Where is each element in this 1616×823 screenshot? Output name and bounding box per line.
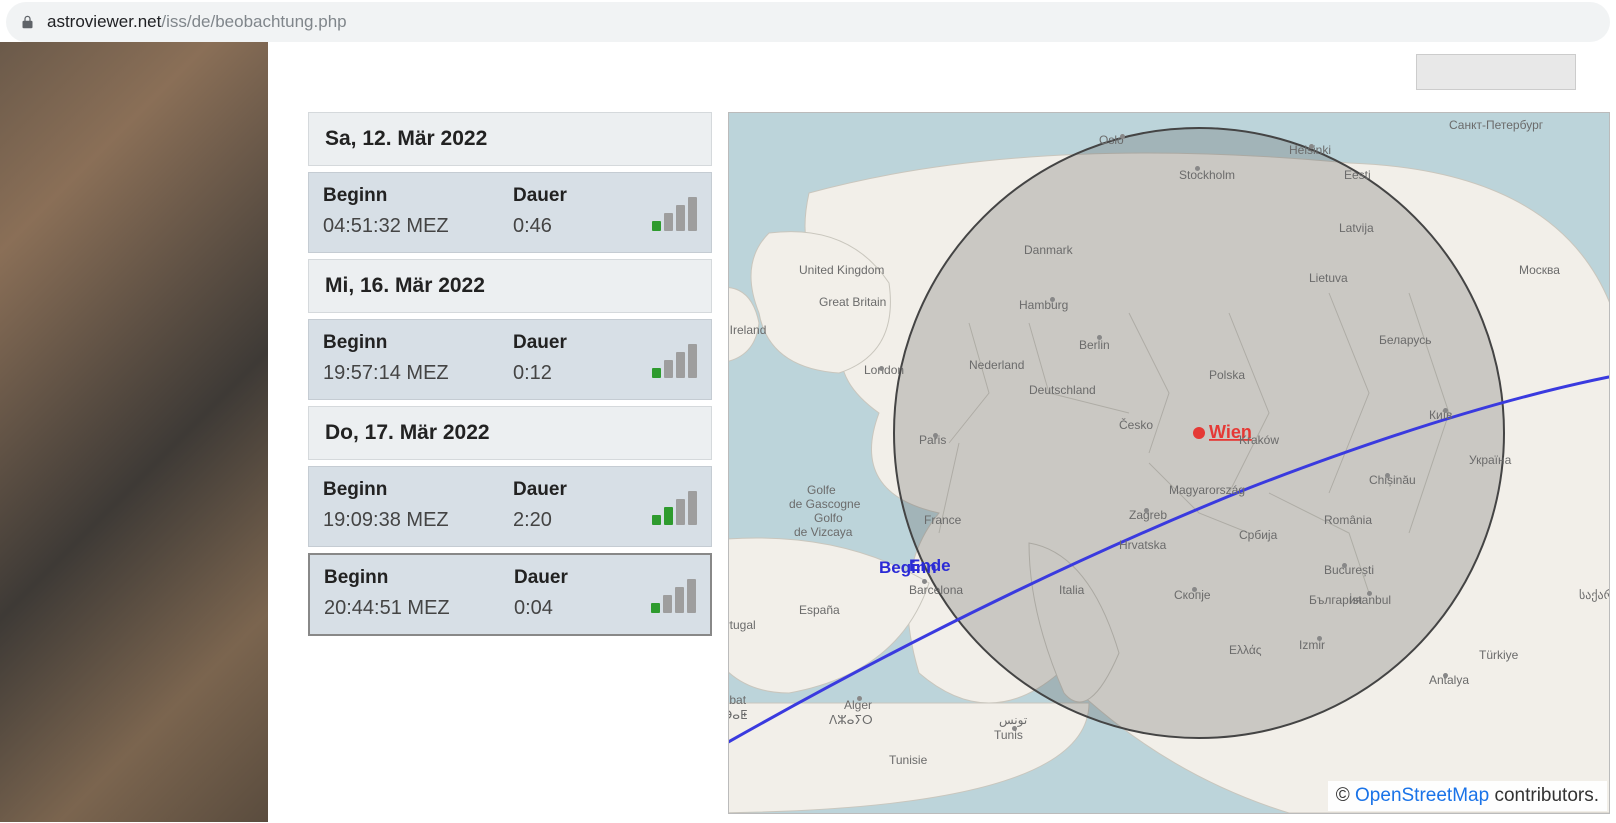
- signal-strength-icon: [651, 579, 696, 613]
- pass-row[interactable]: Beginn 04:51:32 MEZDauer 0:46: [308, 172, 712, 253]
- begin-label: Beginn: [323, 185, 513, 207]
- credit-prefix: ©: [1336, 785, 1355, 806]
- dauer-label: Dauer: [513, 479, 623, 501]
- dauer-value: 0:46: [513, 215, 623, 238]
- signal-strength-icon: [652, 344, 697, 378]
- top-right-button[interactable]: [1416, 54, 1576, 90]
- dauer-label: Dauer: [513, 332, 623, 354]
- begin-label: Beginn: [323, 479, 513, 501]
- begin-label: Beginn: [323, 332, 513, 354]
- date-header: Sa, 12. Mär 2022: [308, 112, 712, 166]
- begin-label: Beginn: [324, 567, 514, 589]
- address-bar[interactable]: astroviewer.net/iss/de/beobachtung.php: [6, 2, 1610, 42]
- date-header: Mi, 16. Mär 2022: [308, 259, 712, 313]
- osm-link[interactable]: OpenStreetMap: [1355, 785, 1489, 806]
- begin-value: 19:57:14 MEZ: [323, 362, 513, 385]
- dauer-value: 2:20: [513, 509, 623, 532]
- date-header: Do, 17. Mär 2022: [308, 406, 712, 460]
- pass-row[interactable]: Beginn 19:09:38 MEZDauer 2:20: [308, 466, 712, 547]
- dauer-label: Dauer: [514, 567, 624, 589]
- signal-strength-icon: [652, 491, 697, 525]
- url-host: astroviewer.net: [47, 12, 161, 32]
- begin-value: 04:51:32 MEZ: [323, 215, 513, 238]
- signal-strength-icon: [652, 197, 697, 231]
- svg-text:Ende: Ende: [909, 556, 951, 575]
- svg-text:Wien: Wien: [1209, 422, 1252, 442]
- dauer-value: 0:12: [513, 362, 623, 385]
- pass-row[interactable]: Beginn 19:57:14 MEZDauer 0:12: [308, 319, 712, 400]
- begin-value: 20:44:51 MEZ: [324, 597, 514, 620]
- pass-row[interactable]: Beginn 20:44:51 MEZDauer 0:04: [308, 553, 712, 636]
- dauer-label: Dauer: [513, 185, 623, 207]
- begin-value: 19:09:38 MEZ: [323, 509, 513, 532]
- lock-icon: [20, 14, 35, 30]
- map-attribution: © OpenStreetMap contributors.: [1328, 781, 1607, 811]
- pass-list: Sa, 12. Mär 2022Beginn04:51:32 MEZDauer0…: [308, 112, 712, 636]
- dauer-value: 0:04: [514, 597, 624, 620]
- background-image-strip: [0, 42, 268, 822]
- credit-suffix: contributors.: [1489, 785, 1599, 806]
- map[interactable]: WienBeginnEnde OsloHelsinkiСанкт-Петербу…: [728, 112, 1610, 814]
- url-path: /iss/de/beobachtung.php: [161, 12, 346, 32]
- map-canvas: WienBeginnEnde: [729, 113, 1609, 813]
